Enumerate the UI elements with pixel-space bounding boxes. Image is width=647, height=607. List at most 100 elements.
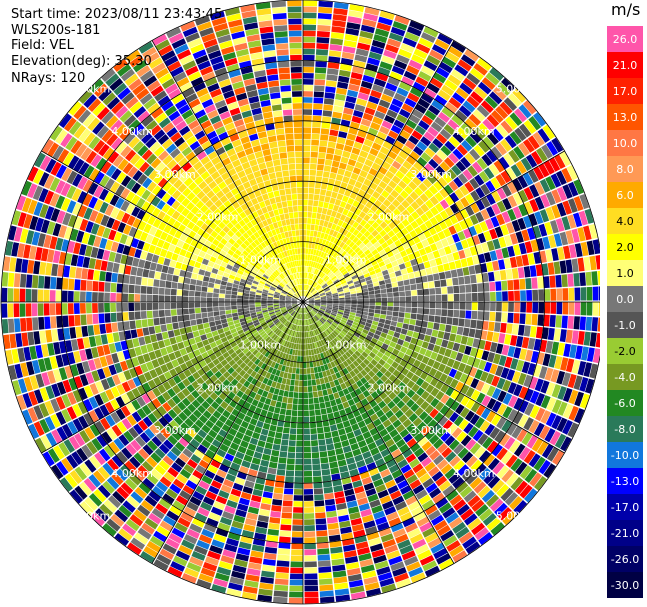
velocity-gate [144, 335, 152, 345]
velocity-gate [205, 419, 215, 429]
velocity-gate [454, 188, 465, 200]
velocity-gate [320, 339, 325, 346]
velocity-gate [359, 235, 367, 242]
velocity-gate [426, 54, 441, 66]
velocity-gate [304, 266, 307, 272]
velocity-gate [543, 276, 550, 289]
velocity-gate [454, 64, 469, 77]
velocity-gate [562, 245, 571, 260]
velocity-gate [324, 92, 335, 100]
velocity-gate [307, 305, 313, 309]
velocity-gate [231, 520, 244, 530]
velocity-gate [471, 283, 478, 293]
velocity-gate [403, 469, 415, 479]
velocity-gate [360, 369, 368, 377]
velocity-gate [255, 304, 261, 308]
velocity-gate [420, 167, 431, 178]
velocity-gate [390, 145, 401, 155]
velocity-gate [303, 416, 310, 423]
velocity-gate [247, 443, 257, 451]
velocity-gate [539, 425, 551, 440]
velocity-gate [317, 366, 322, 373]
velocity-gate [283, 327, 288, 333]
velocity-gate [366, 422, 376, 431]
velocity-gate [363, 576, 378, 585]
velocity-gate [224, 418, 234, 428]
velocity-gate [372, 320, 379, 326]
velocity-gate [431, 44, 447, 56]
velocity-gate [494, 430, 506, 443]
velocity-gate [432, 138, 444, 149]
velocity-gate [389, 429, 399, 438]
velocity-gate [323, 314, 329, 319]
velocity-gate [263, 552, 277, 560]
velocity-gate [315, 302, 321, 304]
velocity-gate [474, 369, 483, 380]
velocity-gate [303, 350, 306, 356]
velocity-gate [574, 243, 583, 258]
velocity-gate [332, 366, 339, 374]
velocity-gate [354, 341, 362, 348]
velocity-gate [155, 332, 163, 341]
velocity-gate [122, 302, 129, 312]
velocity-gate [189, 474, 201, 485]
velocity-gate [413, 447, 425, 458]
velocity-gate [409, 20, 425, 32]
velocity-gate [331, 26, 345, 34]
velocity-gate [263, 342, 269, 349]
velocity-gate [567, 214, 577, 229]
velocity-gate [386, 238, 394, 246]
velocity-gate [394, 501, 407, 511]
velocity-gate [286, 328, 291, 335]
velocity-gate [308, 318, 312, 325]
velocity-gate [334, 199, 342, 206]
velocity-gate [377, 322, 385, 328]
velocity-gate [310, 224, 315, 231]
velocity-gate [466, 356, 475, 366]
velocity-gate [269, 386, 276, 394]
velocity-gate [458, 105, 472, 118]
velocity-gate [369, 427, 379, 436]
velocity-gate [130, 491, 144, 504]
velocity-gate [134, 311, 141, 320]
velocity-gate [144, 495, 158, 507]
velocity-gate [357, 465, 368, 474]
velocity-gate [421, 499, 435, 511]
velocity-gate [330, 354, 336, 361]
velocity-gate [323, 165, 332, 172]
velocity-gate [173, 329, 181, 337]
velocity-gate [355, 313, 362, 318]
velocity-gate [249, 391, 257, 399]
velocity-gate [200, 567, 216, 578]
velocity-gate [306, 284, 309, 291]
velocity-gate [123, 321, 130, 331]
velocity-gate [482, 118, 495, 132]
velocity-gate [272, 413, 280, 420]
velocity-gate [346, 567, 361, 576]
velocity-gate [443, 124, 456, 136]
velocity-gate [481, 383, 491, 395]
velocity-gate [495, 248, 504, 260]
velocity-gate [375, 362, 383, 370]
velocity-gate [560, 436, 572, 452]
velocity-gate [509, 256, 518, 268]
velocity-gate [308, 303, 315, 307]
velocity-gate [490, 146, 503, 159]
velocity-gate [541, 144, 553, 159]
velocity-gate [323, 323, 329, 329]
velocity-gate [327, 222, 333, 229]
velocity-gate [376, 245, 384, 253]
velocity-gate [357, 302, 363, 305]
velocity-gate [385, 170, 395, 180]
velocity-gate [305, 291, 309, 297]
velocity-gate [378, 166, 388, 175]
velocity-gate [432, 360, 441, 370]
velocity-gate [37, 289, 44, 302]
velocity-gate [562, 387, 573, 403]
velocity-gate [334, 99, 345, 107]
velocity-gate [503, 97, 518, 111]
velocity-gate [257, 471, 267, 479]
velocity-gate [403, 70, 417, 81]
velocity-gate [260, 355, 267, 363]
velocity-gate [186, 501, 199, 512]
